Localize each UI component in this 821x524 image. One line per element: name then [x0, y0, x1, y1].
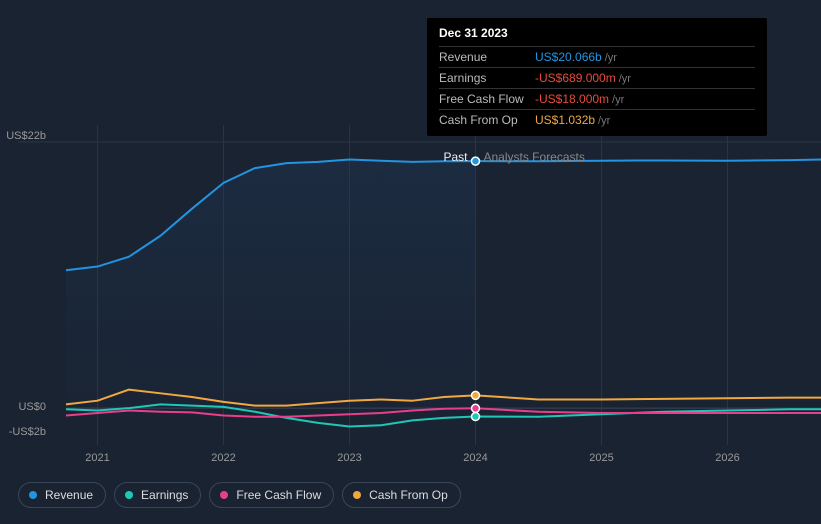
x-axis-label: 2021: [85, 452, 109, 464]
tooltip-row-suffix: /yr: [605, 52, 617, 64]
y-axis-label: -US$2b: [9, 426, 46, 438]
legend-label: Revenue: [45, 488, 93, 502]
legend-dot-icon: [125, 491, 133, 499]
tooltip-row: Free Cash Flow-US$18.000m/yr: [439, 88, 755, 109]
forecast-section-label: Analysts Forecasts: [484, 150, 585, 164]
tooltip-row-value: -US$689.000m: [535, 71, 616, 85]
x-axis-label: 2023: [337, 452, 361, 464]
tooltip-row-suffix: /yr: [598, 115, 610, 127]
tooltip-row-label: Earnings: [439, 71, 535, 85]
tooltip-row: Earnings-US$689.000m/yr: [439, 67, 755, 88]
legend-dot-icon: [29, 491, 37, 499]
marker-earnings: [472, 413, 480, 421]
series-fcf: [66, 408, 821, 416]
legend-label: Earnings: [141, 488, 188, 502]
tooltip-row-value: US$1.032b: [535, 113, 595, 127]
tooltip-row-value: -US$18.000m: [535, 92, 609, 106]
legend-item-fcf[interactable]: Free Cash Flow: [209, 482, 334, 508]
tooltip-row-suffix: /yr: [612, 94, 624, 106]
marker-fcf: [472, 404, 480, 412]
legend-label: Cash From Op: [369, 488, 448, 502]
chart-tooltip: Dec 31 2023 RevenueUS$20.066b/yrEarnings…: [427, 18, 767, 136]
tooltip-row: RevenueUS$20.066b/yr: [439, 46, 755, 67]
tooltip-row-label: Revenue: [439, 50, 535, 64]
legend-dot-icon: [353, 491, 361, 499]
legend-label: Free Cash Flow: [236, 488, 321, 502]
tooltip-row-label: Cash From Op: [439, 113, 535, 127]
legend-item-revenue[interactable]: Revenue: [18, 482, 106, 508]
tooltip-date: Dec 31 2023: [439, 26, 755, 46]
chart-legend: Revenue Earnings Free Cash Flow Cash From O…: [18, 482, 461, 508]
marker-revenue: [472, 157, 480, 165]
legend-item-earnings[interactable]: Earnings: [114, 482, 201, 508]
tooltip-row-label: Free Cash Flow: [439, 92, 535, 106]
tooltip-row-value: US$20.066b: [535, 50, 602, 64]
y-axis-label: US$0: [18, 401, 46, 413]
y-axis-label: US$22b: [6, 130, 46, 142]
legend-dot-icon: [220, 491, 228, 499]
x-axis-label: 2026: [715, 452, 739, 464]
past-section-label: Past: [444, 150, 468, 164]
x-axis-label: 2024: [463, 452, 487, 464]
x-axis-label: 2025: [589, 452, 613, 464]
x-axis-label: 2022: [211, 452, 235, 464]
tooltip-row-suffix: /yr: [619, 73, 631, 85]
legend-item-cfo[interactable]: Cash From Op: [342, 482, 461, 508]
tooltip-row: Cash From OpUS$1.032b/yr: [439, 109, 755, 130]
marker-cfo: [472, 391, 480, 399]
